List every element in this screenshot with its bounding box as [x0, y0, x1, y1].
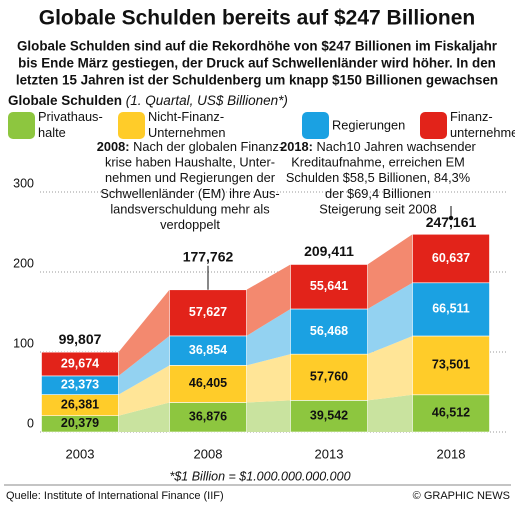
chart-title: Globale Schulden bereits auf $247 Billio…	[39, 7, 475, 30]
value-label: 46,405	[189, 376, 227, 390]
annotation-line: Nach10 Jahren wachsender	[316, 139, 476, 154]
legend-label: Regierungen	[332, 117, 405, 132]
value-label: 60,637	[432, 251, 470, 265]
annotation-line: Schulden $58,5 Billionen, 84,3%	[286, 171, 470, 186]
legend-swatch	[420, 112, 447, 139]
annotation-line: landsverschuldung mehr als	[110, 202, 269, 217]
y-tick-label: 200	[13, 256, 34, 270]
annotation-text: Kreditaufnahme, erreichen EM	[291, 155, 465, 170]
value-label: 39,542	[310, 408, 348, 422]
x-tick-label: 2003	[66, 446, 95, 461]
legend-line: Privathaus-	[38, 109, 103, 124]
annotation-line: Schwellenländer (EM) ihre Aus-	[100, 186, 279, 201]
annotation-line: der $69,4 Billionen	[325, 186, 431, 201]
value-label: 57,627	[189, 305, 227, 319]
legend-line: unternehmen	[450, 125, 515, 140]
value-label: 36,854	[189, 343, 227, 357]
annotation-title: 2018:	[280, 139, 313, 154]
y-label: Globale Schulden (1. Quartal, US$ Billio…	[8, 93, 288, 108]
subtitle: letzten 15 Jahren ist der Schuldenberg u…	[16, 73, 498, 88]
legend-swatch	[118, 112, 145, 139]
value-label: 36,876	[189, 410, 227, 424]
chart: Globale Schulden bereits auf $247 Billio…	[0, 0, 515, 507]
y-label-title: Globale Schulden	[8, 93, 122, 108]
annotation-line: verdoppelt	[160, 217, 220, 232]
annotation-line: Nach der globalen Finanz-	[133, 139, 283, 154]
annotation-text: 2018: Nach10 Jahren wachsender	[280, 139, 476, 154]
y-label-note: (1. Quartal, US$ Billionen*)	[126, 93, 288, 108]
annotation-line: nehmen und Regierungen der	[105, 171, 276, 186]
footnote: *$1 Billion = $1.000.000.000.000	[169, 469, 350, 483]
total-label: 177,762	[183, 248, 234, 264]
annotation-line: Steigerung seit 2008	[319, 202, 436, 217]
annotation-dot	[449, 216, 453, 220]
value-label: 46,512	[432, 406, 470, 420]
value-label: 23,373	[61, 378, 99, 392]
value-label: 66,511	[432, 302, 470, 316]
annotation-text: Steigerung seit 2008	[319, 202, 436, 217]
annotation-text: nehmen und Regierungen der	[105, 171, 276, 186]
annotation-text: 2008: Nach der globalen Finanz-	[97, 139, 283, 154]
connector-area	[368, 395, 413, 432]
annotation-text: Schulden $58,5 Billionen, 84,3%	[286, 171, 470, 186]
annotation-text: landsverschuldung mehr als	[110, 202, 269, 217]
source: Quelle: Institute of International Finan…	[6, 490, 224, 502]
annotation-line: krise haben Haushalte, Unter-	[105, 155, 275, 170]
total-label: 99,807	[59, 331, 102, 347]
total-label: 209,411	[304, 243, 354, 259]
value-label: 57,760	[310, 370, 348, 384]
annotation-text: krise haben Haushalte, Unter-	[105, 155, 275, 170]
subtitle: Globale Schulden sind auf die Rekordhöhe…	[17, 39, 498, 54]
annotation-text: der $69,4 Billionen	[325, 186, 431, 201]
legend-line: Nicht-Finanz-	[148, 109, 224, 124]
x-tick-label: 2018	[437, 446, 466, 461]
annotation-text: Schwellenländer (EM) ihre Aus-	[100, 186, 279, 201]
value-label: 55,641	[310, 279, 348, 293]
y-tick-label: 300	[13, 176, 34, 190]
annotation-text: verdoppelt	[160, 217, 220, 232]
value-label: 26,381	[61, 397, 99, 411]
legend-swatch	[8, 112, 35, 139]
annotation-title: 2008:	[97, 139, 130, 154]
value-label: 20,379	[61, 416, 99, 430]
legend-line: Finanz-	[450, 109, 493, 124]
value-label: 56,468	[310, 324, 348, 338]
credit: © GRAPHIC NEWS	[413, 490, 510, 502]
connector-area	[247, 400, 291, 432]
value-label: 73,501	[432, 358, 470, 372]
y-tick-label: 0	[27, 416, 34, 430]
annotation-line: Kreditaufnahme, erreichen EM	[291, 155, 465, 170]
legend-swatch	[302, 112, 329, 139]
value-label: 29,674	[61, 356, 99, 370]
legend-label: Nicht-Finanz-Unternehmen	[148, 109, 226, 140]
legend-line: Unternehmen	[148, 125, 226, 140]
x-tick-label: 2013	[315, 446, 344, 461]
legend-line: halte	[38, 125, 66, 140]
y-tick-label: 100	[13, 336, 34, 350]
subtitle: bis Ende März gestiegen, der Druck auf S…	[18, 56, 496, 71]
x-tick-label: 2008	[194, 446, 223, 461]
